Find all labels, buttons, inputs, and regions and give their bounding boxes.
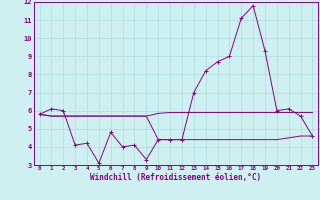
X-axis label: Windchill (Refroidissement éolien,°C): Windchill (Refroidissement éolien,°C): [91, 173, 261, 182]
